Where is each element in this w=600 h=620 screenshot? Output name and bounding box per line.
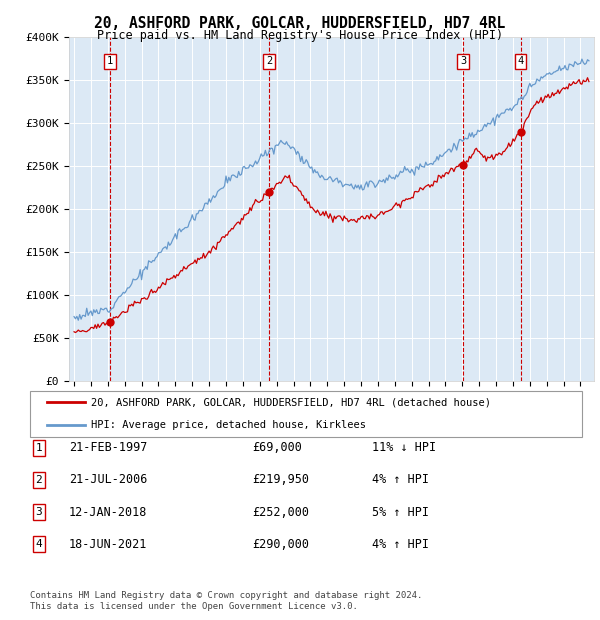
- Text: £219,950: £219,950: [252, 474, 309, 486]
- Text: 2: 2: [266, 56, 272, 66]
- Text: 1: 1: [107, 56, 113, 66]
- Text: Price paid vs. HM Land Registry's House Price Index (HPI): Price paid vs. HM Land Registry's House …: [97, 29, 503, 42]
- Text: £252,000: £252,000: [252, 506, 309, 518]
- FancyBboxPatch shape: [30, 391, 582, 437]
- Text: £290,000: £290,000: [252, 538, 309, 551]
- Text: 4% ↑ HPI: 4% ↑ HPI: [372, 474, 429, 486]
- Text: 3: 3: [460, 56, 466, 66]
- Text: 20, ASHFORD PARK, GOLCAR, HUDDERSFIELD, HD7 4RL: 20, ASHFORD PARK, GOLCAR, HUDDERSFIELD, …: [94, 16, 506, 31]
- Text: 4% ↑ HPI: 4% ↑ HPI: [372, 538, 429, 551]
- Text: 2: 2: [35, 475, 43, 485]
- Text: HPI: Average price, detached house, Kirklees: HPI: Average price, detached house, Kirk…: [91, 420, 366, 430]
- Text: 21-FEB-1997: 21-FEB-1997: [69, 441, 148, 454]
- Text: 4: 4: [35, 539, 43, 549]
- Text: 20, ASHFORD PARK, GOLCAR, HUDDERSFIELD, HD7 4RL (detached house): 20, ASHFORD PARK, GOLCAR, HUDDERSFIELD, …: [91, 397, 491, 407]
- Text: 1: 1: [35, 443, 43, 453]
- Text: £69,000: £69,000: [252, 441, 302, 454]
- Text: 18-JUN-2021: 18-JUN-2021: [69, 538, 148, 551]
- Text: 3: 3: [35, 507, 43, 517]
- Text: 4: 4: [518, 56, 524, 66]
- Text: 12-JAN-2018: 12-JAN-2018: [69, 506, 148, 518]
- Text: 11% ↓ HPI: 11% ↓ HPI: [372, 441, 436, 454]
- Text: 21-JUL-2006: 21-JUL-2006: [69, 474, 148, 486]
- Text: 5% ↑ HPI: 5% ↑ HPI: [372, 506, 429, 518]
- Text: Contains HM Land Registry data © Crown copyright and database right 2024.
This d: Contains HM Land Registry data © Crown c…: [30, 591, 422, 611]
